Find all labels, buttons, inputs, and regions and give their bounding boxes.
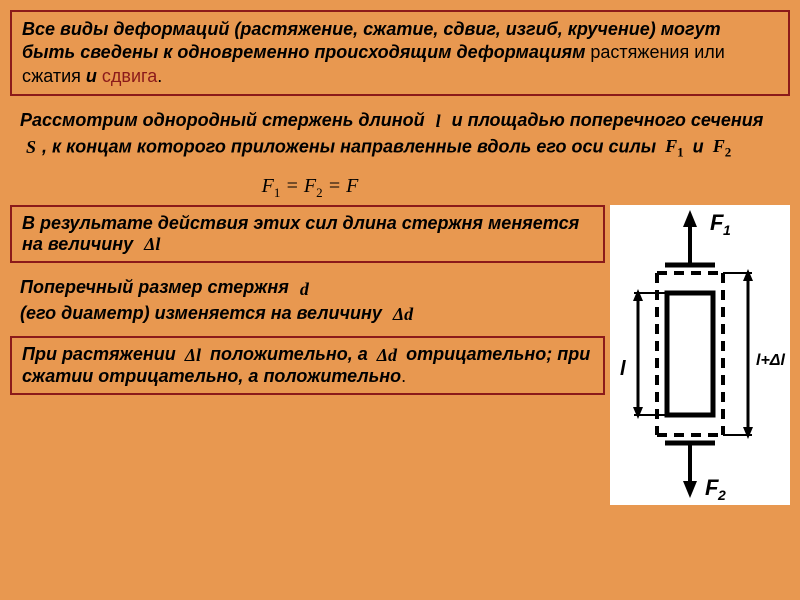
- b3-p5: .: [401, 366, 406, 386]
- b3-p1: При растяжении: [22, 344, 176, 364]
- text-reg-2: .: [157, 66, 162, 86]
- box-signs: При растяжении Δl положительно, а Δd отр…: [10, 336, 605, 395]
- diagram-rod: F 1 F 2 l: [610, 205, 790, 505]
- p2-l2: (его диаметр) изменяется на величину: [20, 303, 382, 323]
- para-diameter: Поперечный размер стержня d (его диаметр…: [10, 271, 605, 330]
- p1-4: и: [693, 136, 704, 156]
- sym-dd: Δd: [387, 302, 413, 326]
- box-length-change: В результате действия этих сил длина сте…: [10, 205, 605, 264]
- text-red-1: сдвига: [97, 66, 157, 86]
- p1-2: и площадью поперечного сечения: [452, 110, 764, 130]
- p1-3: , к концам которого приложены направленн…: [42, 136, 656, 156]
- sym-dd2: Δd: [373, 345, 401, 366]
- sym-l: l: [430, 109, 447, 133]
- box2-text: В результате действия этих сил длина сте…: [22, 213, 579, 254]
- p2-l1: Поперечный размер стержня: [20, 277, 289, 297]
- sym-f2: F2: [709, 134, 736, 161]
- svg-text:l+Δl: l+Δl: [756, 352, 786, 369]
- text-bold-2: и: [86, 66, 97, 86]
- svg-text:1: 1: [723, 222, 731, 238]
- diagram-svg: F 1 F 2 l: [610, 205, 790, 505]
- sym-f1: F1: [661, 134, 688, 161]
- sym-s: S: [20, 135, 42, 159]
- svg-text:F: F: [710, 210, 724, 235]
- para-rod: Рассмотрим однородный стержень длиной l …: [10, 104, 790, 165]
- p1-1: Рассмотрим однородный стержень длиной: [20, 110, 425, 130]
- b3-p4: положительно: [263, 366, 401, 386]
- sym-d: d: [294, 277, 315, 301]
- box-deformations: Все виды деформаций (растяжение, сжатие,…: [10, 10, 790, 96]
- svg-text:F: F: [705, 475, 719, 500]
- sym-dl: Δl: [138, 234, 160, 255]
- b3-p2: положительно, а: [210, 344, 368, 364]
- svg-text:2: 2: [717, 487, 726, 503]
- sym-dl2: Δl: [181, 345, 205, 366]
- equation-forces: F1 = F2 = F: [0, 171, 790, 205]
- svg-text:l: l: [620, 358, 626, 380]
